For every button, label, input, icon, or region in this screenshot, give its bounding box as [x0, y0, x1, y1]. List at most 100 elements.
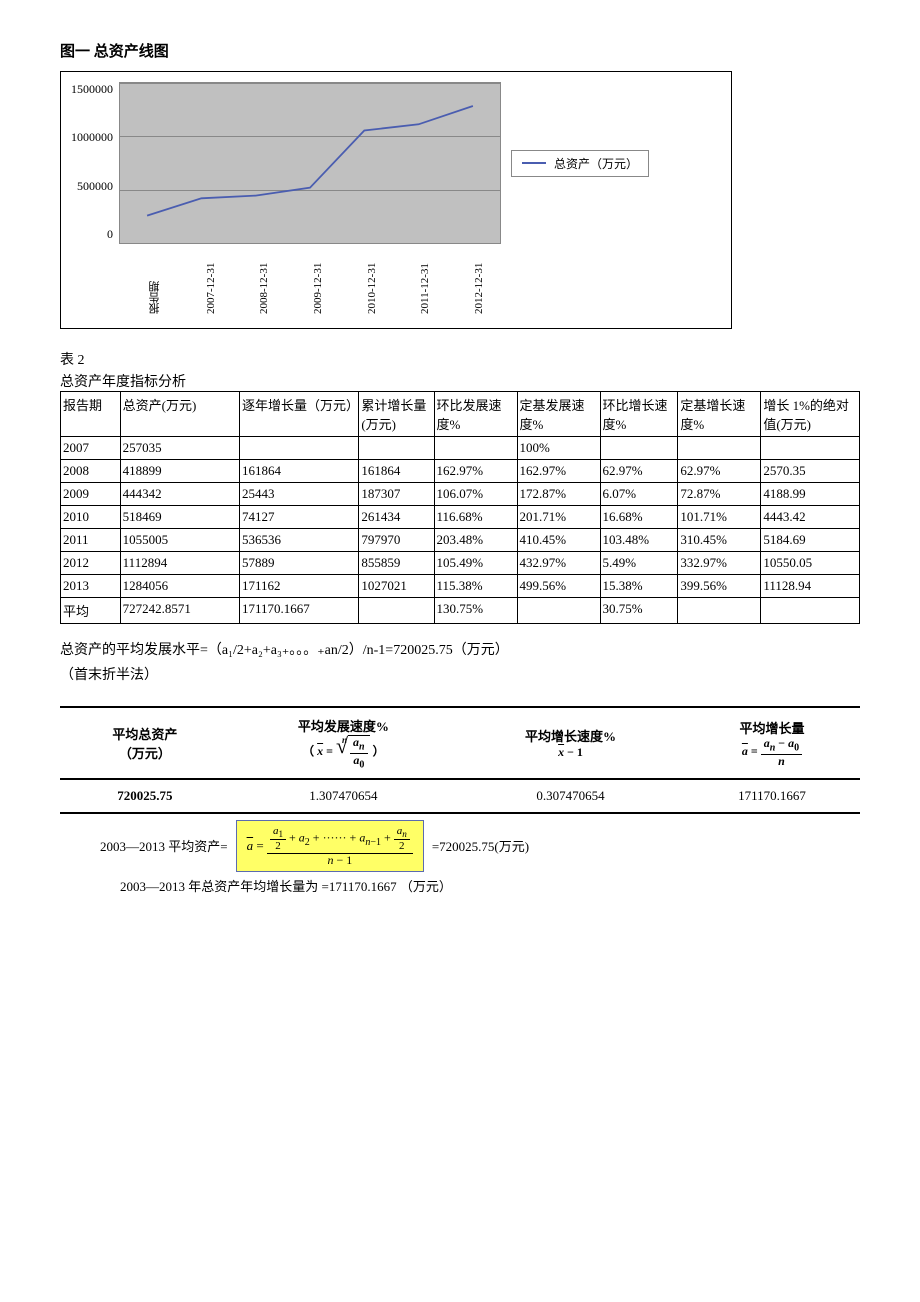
table-cell: 172.87% — [517, 483, 600, 506]
summary-table: 平均总资产 （万元） 平均发展速度% （ x = n √ana0 ） 平均增长速… — [60, 706, 860, 814]
table-cell: 4188.99 — [761, 483, 860, 506]
table-cell: 727242.8571 — [120, 598, 239, 624]
y-tick: 0 — [71, 227, 113, 242]
table-cell: 25443 — [239, 483, 358, 506]
table-cell: 5184.69 — [761, 529, 860, 552]
table-cell: 171162 — [239, 575, 358, 598]
table-cell: 116.68% — [434, 506, 517, 529]
table-cell: 187307 — [359, 483, 434, 506]
avg-label: 2003—2013 平均资产= — [100, 836, 228, 855]
table-cell: 444342 — [120, 483, 239, 506]
table-cell: 162.97% — [434, 460, 517, 483]
table-cell: 101.71% — [678, 506, 761, 529]
line-chart: 1500000 1000000 500000 0 总资产（万元） 报告期 2007… — [60, 71, 732, 329]
table-cell: 130.75% — [434, 598, 517, 624]
table-cell: 201.71% — [517, 506, 600, 529]
table-cell: 11128.94 — [761, 575, 860, 598]
table-cell: 162.97% — [517, 460, 600, 483]
summary-cell: 171170.1667 — [684, 779, 860, 813]
table-header: 逐年增长量（万元） — [239, 392, 358, 437]
summary-cell: 720025.75 — [60, 779, 230, 813]
summary-cell: 1.307470654 — [230, 779, 457, 813]
table-cell: 6.07% — [600, 483, 678, 506]
table-cell: 432.97% — [517, 552, 600, 575]
summary-header: 平均增长速度% x − 1 — [457, 707, 684, 779]
legend-label: 总资产（万元） — [554, 155, 638, 172]
summary-cell: 0.307470654 — [457, 779, 684, 813]
table-cell — [517, 598, 600, 624]
y-tick: 500000 — [71, 179, 113, 194]
table-cell: 2008 — [61, 460, 121, 483]
table-cell: 161864 — [239, 460, 358, 483]
x-tick: 2008-12-31 — [258, 244, 270, 318]
table-cell: 57889 — [239, 552, 358, 575]
table-label: 表 2 — [60, 349, 860, 369]
table-cell: 72.87% — [678, 483, 761, 506]
table-cell: 310.45% — [678, 529, 761, 552]
table-cell — [678, 437, 761, 460]
table-header: 环比增长速度% — [600, 392, 678, 437]
table-cell: 418899 — [120, 460, 239, 483]
chart-title: 图一 总资产线图 — [60, 40, 860, 61]
x-tick: 2011-12-31 — [419, 244, 431, 318]
table-cell: 536536 — [239, 529, 358, 552]
table-cell: 518469 — [120, 506, 239, 529]
data-table: 报告期总资产(万元)逐年增长量（万元）累计增长量(万元)环比发展速度%定基发展速… — [60, 391, 860, 624]
table-cell: 2011 — [61, 529, 121, 552]
table-cell: 2013 — [61, 575, 121, 598]
x-tick: 2007-12-31 — [205, 244, 217, 318]
table-cell: 16.68% — [600, 506, 678, 529]
table-subtitle: 总资产年度指标分析 — [60, 371, 860, 391]
table-cell: 15.38% — [600, 575, 678, 598]
table-cell: 399.56% — [678, 575, 761, 598]
plot-area — [119, 82, 501, 244]
table-header: 定基增长速度% — [678, 392, 761, 437]
y-tick: 1000000 — [71, 130, 113, 145]
table-cell: 2012 — [61, 552, 121, 575]
table-cell: 1055005 — [120, 529, 239, 552]
table-header: 定基发展速度% — [517, 392, 600, 437]
table-cell: 平均 — [61, 598, 121, 624]
table-cell: 62.97% — [678, 460, 761, 483]
growth-line: 2003—2013 年总资产年均增长量为 =171170.1667 （万元） — [60, 876, 860, 895]
y-axis: 1500000 1000000 500000 0 — [71, 82, 119, 242]
table-cell — [359, 437, 434, 460]
formula-line: 总资产的平均发展水平=（a₁/2+a₂+a₃₊。。。₊an/2）/n-1=720… — [60, 638, 860, 663]
table-cell — [761, 437, 860, 460]
table-header: 总资产(万元) — [120, 392, 239, 437]
summary-header: 平均发展速度% （ x = n √ana0 ） — [230, 707, 457, 779]
y-tick: 1500000 — [71, 82, 113, 97]
table-cell: 30.75% — [600, 598, 678, 624]
avg-result: =720025.75(万元) — [432, 836, 529, 855]
x-tick: 2009-12-31 — [312, 244, 324, 318]
table-cell: 10550.05 — [761, 552, 860, 575]
table-cell: 105.49% — [434, 552, 517, 575]
table-header: 环比发展速度% — [434, 392, 517, 437]
table-cell — [359, 598, 434, 624]
formula-text: 总资产的平均发展水平=（a₁/2+a₂+a₃₊。。。₊an/2）/n-1=720… — [60, 638, 860, 688]
table-cell — [239, 437, 358, 460]
table-cell — [761, 598, 860, 624]
chart-legend: 总资产（万元） — [511, 150, 649, 177]
table-cell: 5.49% — [600, 552, 678, 575]
x-tick: 报告期 — [147, 244, 163, 318]
table-cell: 2007 — [61, 437, 121, 460]
table-header: 累计增长量(万元) — [359, 392, 434, 437]
table-cell: 171170.1667 — [239, 598, 358, 624]
table-cell: 2009 — [61, 483, 121, 506]
table-cell: 1284056 — [120, 575, 239, 598]
summary-header: 平均增长量 a = an − a0n — [684, 707, 860, 779]
table-cell: 332.97% — [678, 552, 761, 575]
table-cell: 797970 — [359, 529, 434, 552]
avg-formula-row: 2003—2013 平均资产= a = a12 + a2 + ······ + … — [60, 820, 860, 872]
highlighted-formula: a = a12 + a2 + ······ + an−1 + an2 n − 1 — [236, 820, 424, 872]
table-cell: 161864 — [359, 460, 434, 483]
table-cell: 100% — [517, 437, 600, 460]
table-cell: 855859 — [359, 552, 434, 575]
legend-line-icon — [522, 162, 546, 164]
table-cell: 410.45% — [517, 529, 600, 552]
table-cell: 2010 — [61, 506, 121, 529]
table-cell: 2570.35 — [761, 460, 860, 483]
table-cell: 257035 — [120, 437, 239, 460]
table-cell: 4443.42 — [761, 506, 860, 529]
